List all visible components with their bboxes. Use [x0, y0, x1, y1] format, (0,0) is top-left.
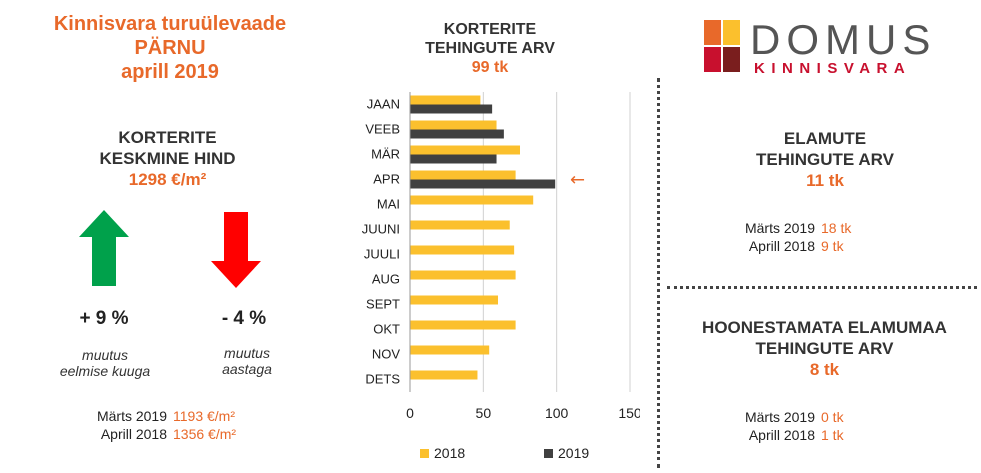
- bar-2018: [410, 270, 516, 280]
- category-label: APR: [373, 172, 400, 187]
- bar-2019: [410, 104, 493, 114]
- domus-logo-text: DOMUS: [750, 16, 937, 63]
- houses-compare-value: 18 tk: [821, 220, 852, 236]
- category-label: SEPT: [366, 297, 400, 312]
- yearly-change-desc-line2: aastaga: [222, 361, 272, 377]
- x-tick-label: 50: [476, 405, 492, 421]
- category-label: OKT: [373, 322, 400, 337]
- chart-header: KORTERITE TEHINGUTE ARV 99 tk: [390, 20, 590, 77]
- report-title-line1: Kinnisvara turuülevaade: [53, 13, 287, 35]
- bar-2018: [410, 95, 481, 105]
- category-label: DETS: [365, 372, 400, 387]
- houses-compare-row: Aprill 2018 9 tk: [727, 238, 844, 255]
- houses-title-line2: TEHINGUTE ARV: [756, 150, 894, 169]
- category-label: JAAN: [367, 97, 400, 112]
- land-compare-label: Märts 2019: [744, 409, 815, 425]
- houses-block: ELAMUTE TEHINGUTE ARV 11 tk: [690, 128, 960, 191]
- monthly-change-desc: muutus eelmise kuuga: [40, 347, 170, 379]
- bar-2018: [410, 220, 510, 230]
- legend-label: 2019: [558, 445, 589, 461]
- chart-header-count: 99 tk: [471, 59, 509, 76]
- houses-title-line1: ELAMUTE: [783, 129, 867, 148]
- report-title: Kinnisvara turuülevaade PÄRNU aprill 201…: [20, 12, 320, 84]
- arrow-down-icon: [211, 212, 261, 288]
- report-title-period: aprill 2019: [121, 61, 219, 83]
- bar-2018: [410, 170, 516, 180]
- report-title-city: PÄRNU: [134, 37, 206, 59]
- average-price-value: 1298 €/m²: [128, 170, 207, 189]
- horizontal-divider: [667, 286, 977, 289]
- land-compare-value: 1 tk: [821, 427, 844, 443]
- monthly-change-value: + 9 %: [79, 308, 129, 329]
- legend-swatch: [420, 449, 429, 458]
- legend-swatch: [544, 449, 553, 458]
- bar-2018: [410, 320, 516, 330]
- price-compare-row: Märts 2019 1193 €/m²: [62, 408, 235, 425]
- domus-logo-subtitle: KINNISVARA: [754, 60, 912, 77]
- bar-2018: [410, 120, 497, 130]
- land-compare-row: Märts 2019 0 tk: [727, 409, 844, 426]
- annotation-arrow: ←: [570, 170, 585, 191]
- bar-2018: [410, 245, 515, 255]
- monthly-change-desc-line2: eelmise kuuga: [59, 363, 151, 379]
- legend-label: 2018: [434, 445, 465, 461]
- houses-compare-label: Aprill 2018: [748, 238, 815, 254]
- price-compare-value: 1356 €/m²: [173, 426, 237, 442]
- houses-count: 11 tk: [806, 171, 844, 190]
- land-count: 8 tk: [809, 360, 840, 379]
- land-block: HOONESTAMATA ELAMUMAA TEHINGUTE ARV 8 tk: [672, 317, 977, 380]
- average-price-label-line2: KESKMINE HIND: [99, 149, 236, 168]
- vertical-divider: [657, 78, 660, 468]
- chart-header-line1: KORTERITE: [443, 21, 537, 38]
- price-compare-value: 1193 €/m²: [173, 408, 235, 424]
- bar-2018: [410, 145, 520, 155]
- x-tick-label: 0: [406, 405, 414, 421]
- monthly-change-desc-line1: muutus: [82, 347, 128, 363]
- land-title-line1: HOONESTAMATA ELAMUMAA: [702, 318, 947, 337]
- yearly-change-desc: muutus aastaga: [182, 345, 312, 377]
- apartment-transactions-chart: 0 50 100 150 JAAN VEEB MÄR APR ← MAI JUUNI JUULI AUG…: [362, 92, 640, 461]
- land-title-line2: TEHINGUTE ARV: [755, 339, 894, 358]
- price-compare-label: Aprill 2018: [100, 426, 167, 442]
- x-tick-label: 100: [545, 405, 569, 421]
- bar-2019: [410, 129, 504, 139]
- domus-logo: DOMUS KINNISVARA: [692, 10, 977, 82]
- category-label: JUULI: [364, 247, 400, 262]
- bar-2018: [410, 295, 498, 305]
- arrow-up-icon: [79, 210, 129, 286]
- category-label: NOV: [372, 347, 401, 362]
- houses-compare-row: Märts 2019 18 tk: [727, 220, 851, 237]
- houses-compare-label: Märts 2019: [744, 220, 815, 236]
- houses-compare-value: 9 tk: [821, 238, 844, 254]
- category-label: JUUNI: [362, 222, 400, 237]
- land-compare-value: 0 tk: [821, 409, 844, 425]
- bar-2018: [410, 370, 478, 380]
- category-label: VEEB: [365, 122, 400, 137]
- bar-2019: [410, 154, 497, 164]
- price-compare-row: Aprill 2018 1356 €/m²: [62, 426, 236, 443]
- domus-logo-mark-icon: [704, 20, 740, 72]
- category-label: MAI: [377, 197, 400, 212]
- yearly-change-value: - 4 %: [221, 308, 267, 329]
- average-price-block: KORTERITE KESKMINE HIND 1298 €/m²: [60, 127, 275, 190]
- price-compare-label: Märts 2019: [96, 408, 167, 424]
- land-compare-row: Aprill 2018 1 tk: [727, 427, 844, 444]
- category-label: AUG: [372, 272, 400, 287]
- x-tick-label: 150: [618, 405, 640, 421]
- land-compare-label: Aprill 2018: [748, 427, 815, 443]
- category-label: MÄR: [371, 147, 400, 162]
- yearly-change-desc-line1: muutus: [224, 345, 270, 361]
- bar-2019: [410, 179, 556, 189]
- bar-2018: [410, 195, 534, 205]
- chart-header-line2: TEHINGUTE ARV: [425, 40, 555, 57]
- average-price-label-line1: KORTERITE: [118, 128, 217, 147]
- bar-2018: [410, 345, 490, 355]
